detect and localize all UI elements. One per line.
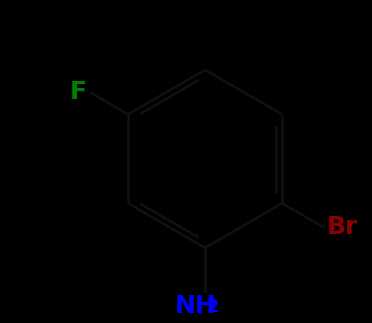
Text: F: F xyxy=(69,80,86,104)
Text: 2: 2 xyxy=(207,297,219,316)
Text: NH: NH xyxy=(175,294,217,318)
Text: Br: Br xyxy=(327,215,358,239)
